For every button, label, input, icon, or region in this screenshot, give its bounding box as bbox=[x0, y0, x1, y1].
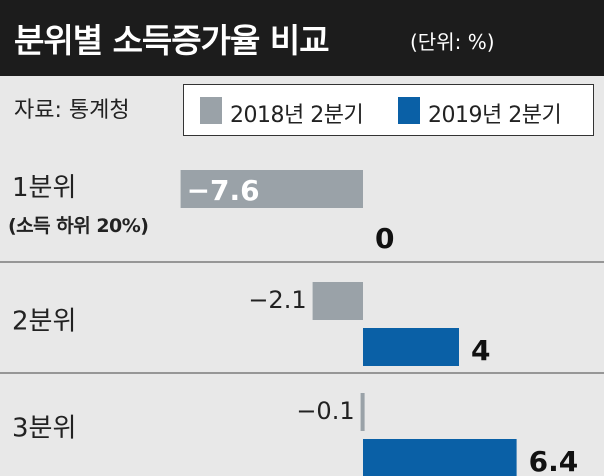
bar-2018 bbox=[180, 170, 363, 208]
bar-2019 bbox=[363, 328, 459, 366]
unit-label: (단위: %) bbox=[410, 30, 495, 54]
data-label-2019: 4 bbox=[471, 334, 490, 367]
category-label: 2분위 bbox=[12, 307, 76, 337]
category-label: 1분위 bbox=[12, 173, 76, 203]
data-label-2018: −0.1 bbox=[296, 397, 354, 425]
chart-title: 분위별 소득증가율 비교 bbox=[14, 21, 330, 60]
data-label-2018: −7.6 bbox=[187, 174, 260, 207]
data-label-2019: 0 bbox=[375, 222, 394, 255]
bar-2018 bbox=[312, 282, 363, 320]
bar-2019 bbox=[363, 439, 517, 476]
header-bar: 분위별 소득증가율 비교 (단위: %) bbox=[0, 0, 604, 76]
legend-label-2019: 2019년 2분기 bbox=[428, 103, 562, 128]
bar-2018 bbox=[360, 393, 365, 431]
category-sublabel: (소득 하위 20%) bbox=[8, 215, 149, 237]
legend-swatch-2018 bbox=[200, 97, 222, 124]
category-label: 3분위 bbox=[12, 414, 76, 444]
legend-label-2018: 2018년 2분기 bbox=[230, 103, 364, 128]
legend: 2018년 2분기 2019년 2분기 bbox=[183, 84, 594, 136]
source-label: 자료: 통계청 bbox=[14, 98, 130, 123]
data-label-2019: 6.4 bbox=[529, 445, 579, 476]
data-label-2018: −2.1 bbox=[248, 286, 306, 314]
legend-swatch-2019 bbox=[398, 97, 420, 124]
